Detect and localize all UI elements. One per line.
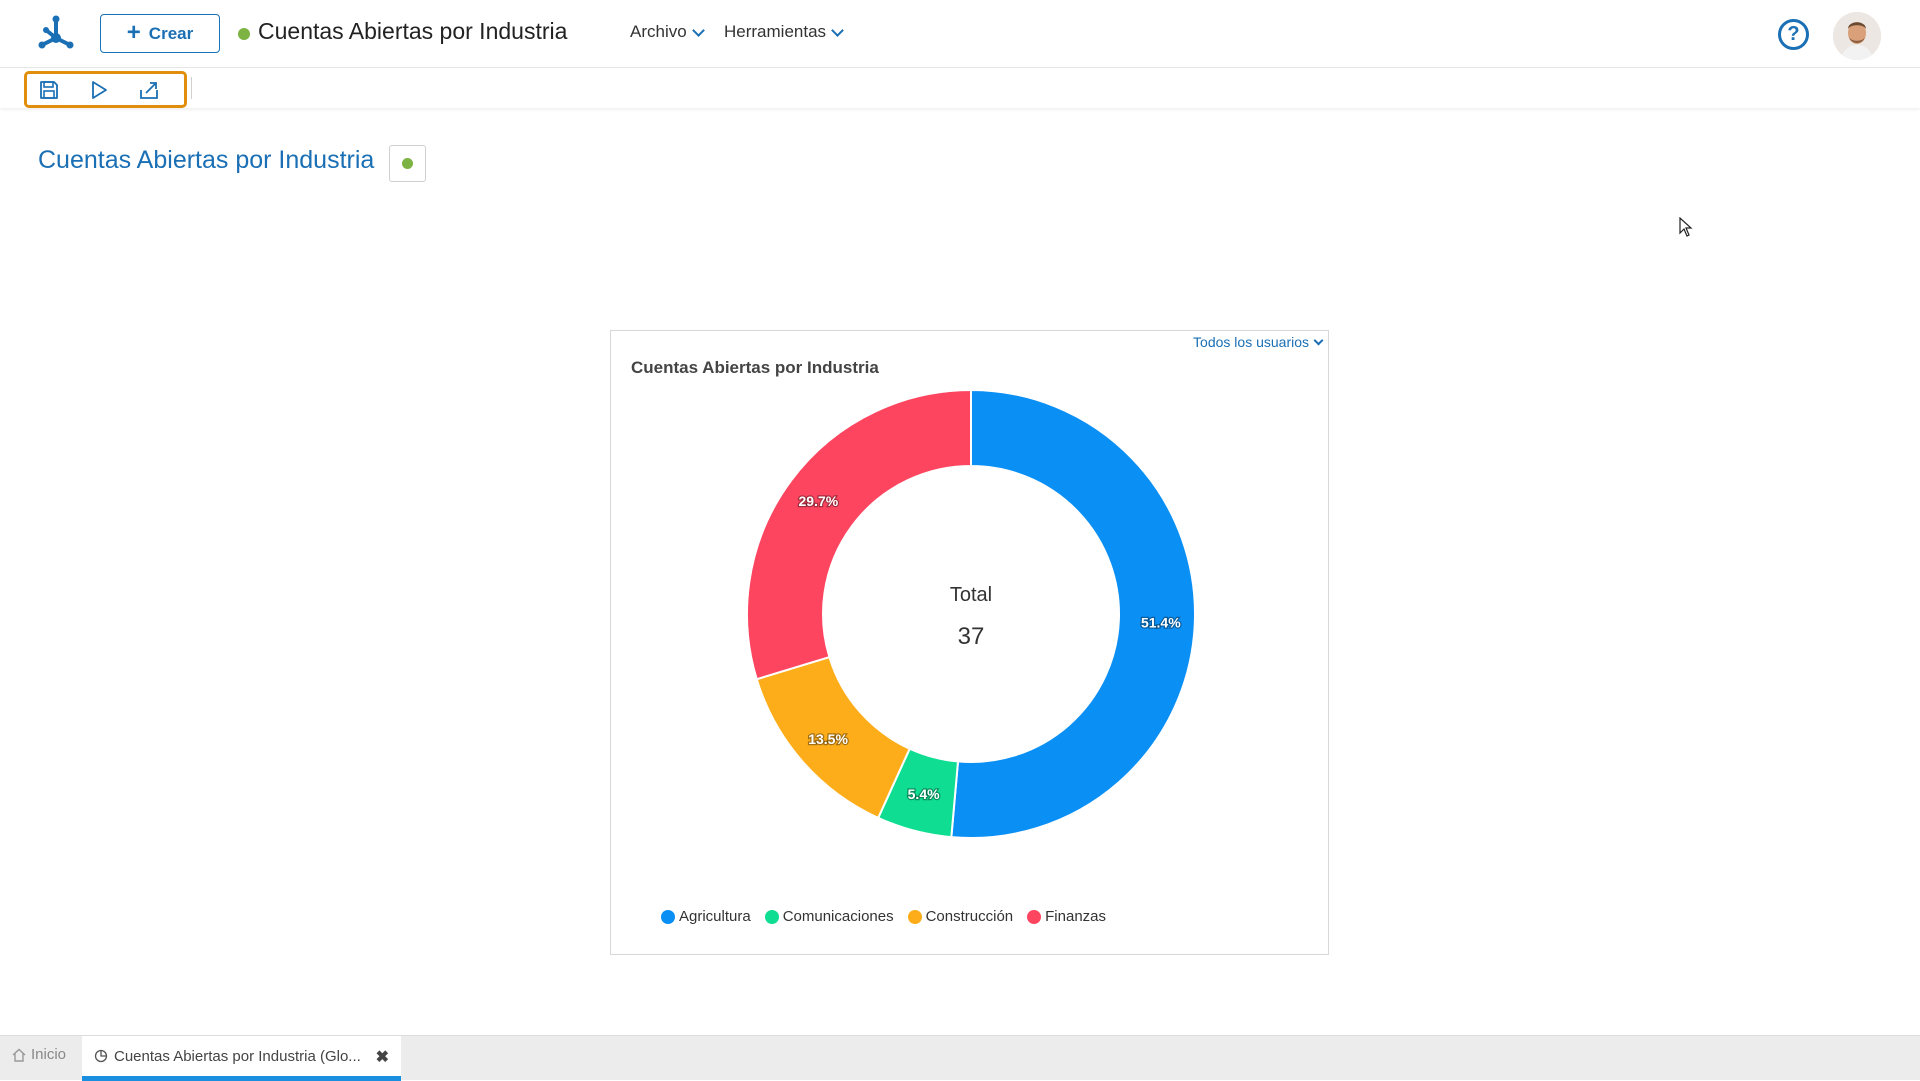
save-icon — [39, 80, 58, 99]
help-button[interactable]: ? — [1778, 19, 1809, 50]
legend-label: Finanzas — [1045, 908, 1107, 925]
donut-slice-label: 51.4% — [1141, 614, 1181, 630]
donut-slice-finanzas[interactable] — [746, 388, 972, 681]
donut-slice-label: 29.7% — [798, 493, 838, 509]
action-toolbar — [0, 68, 1920, 108]
legend-dot-icon — [907, 909, 922, 924]
legend-dot-icon — [1027, 909, 1042, 924]
document-title: Cuentas Abiertas por Industria — [258, 18, 568, 44]
donut-slice-label: 5.4% — [908, 786, 940, 802]
legend-dot-icon — [764, 909, 779, 924]
export-button[interactable] — [136, 77, 161, 102]
chevron-down-icon — [691, 23, 705, 37]
tab-cuentas-abiertas-label: Cuentas Abiertas por Industria (Glo... — [114, 1047, 361, 1065]
avatar-icon — [1833, 12, 1881, 60]
legend-item-comunicaciones[interactable]: Comunicaciones — [764, 908, 894, 925]
create-button-label: Crear — [148, 23, 194, 43]
donut-center-label: Total — [950, 584, 992, 606]
legend-label: Construcción — [925, 908, 1014, 925]
pie-chart-icon — [94, 1049, 108, 1063]
donut-center-value: 37 — [958, 623, 985, 650]
legend-item-finanzas[interactable]: Finanzas — [1027, 908, 1106, 925]
run-icon — [91, 80, 107, 99]
run-button[interactable] — [86, 77, 111, 102]
menu-archivo[interactable]: Archivo — [630, 22, 705, 42]
legend-item-construcción[interactable]: Construcción — [907, 908, 1014, 925]
users-filter-dropdown[interactable]: Todos los usuarios — [1193, 334, 1324, 350]
chevron-down-icon — [831, 23, 844, 37]
create-button[interactable]: + Crear — [100, 14, 220, 53]
status-dot-icon — [238, 28, 250, 40]
donut-slice-agricultura[interactable] — [950, 388, 1196, 839]
top-bar: + Crear Cuentas Abiertas por Industria A… — [0, 0, 1920, 68]
close-tab-icon[interactable]: ✖ — [375, 1049, 389, 1066]
export-icon — [139, 81, 158, 99]
toolbar-divider — [191, 77, 192, 99]
tab-inicio-label: Inicio — [31, 1046, 67, 1063]
help-icon: ? — [1787, 23, 1800, 45]
legend-dot-icon — [661, 909, 675, 924]
mouse-cursor-icon — [1679, 217, 1693, 237]
user-avatar[interactable] — [1833, 12, 1881, 60]
chart-legend: Agricultura Comunicaciones Construcción Fin… — [661, 908, 1106, 925]
menu-herramientas[interactable]: Herramientas — [724, 22, 844, 42]
page-title: Cuentas Abiertas por Industria — [38, 146, 375, 174]
save-button[interactable] — [36, 77, 61, 102]
status-button[interactable] — [389, 145, 426, 182]
donut-chart: 51.4% 5.4% 13.5% 29.7% Total 37 — [746, 388, 1196, 839]
users-filter-label: Todos los usuarios — [1193, 334, 1309, 350]
legend-item-agricultura[interactable]: Agricultura — [661, 908, 751, 925]
chart-title: Cuentas Abiertas por Industria — [631, 358, 879, 377]
legend-label: Agricultura — [679, 908, 751, 925]
status-dot-icon — [402, 158, 413, 169]
bottom-tab-bar: Inicio Cuentas Abiertas por Industria (G… — [0, 1035, 1920, 1081]
legend-label: Comunicaciones — [782, 908, 894, 925]
app-logo-icon[interactable] — [36, 14, 76, 54]
donut-slice-label: 13.5% — [808, 731, 848, 747]
tab-inicio[interactable]: Inicio — [12, 1046, 66, 1063]
tab-cuentas-abiertas[interactable]: Cuentas Abiertas por Industria (Glo... ✖ — [82, 1036, 401, 1081]
plus-icon: + — [126, 18, 141, 46]
menu-herramientas-label: Herramientas — [724, 22, 827, 41]
home-icon — [12, 1048, 26, 1062]
menu-archivo-label: Archivo — [630, 22, 687, 41]
toolbar-highlight-group — [24, 71, 187, 108]
chart-widget: Todos los usuarios Cuentas Abiertas por … — [610, 330, 1329, 955]
